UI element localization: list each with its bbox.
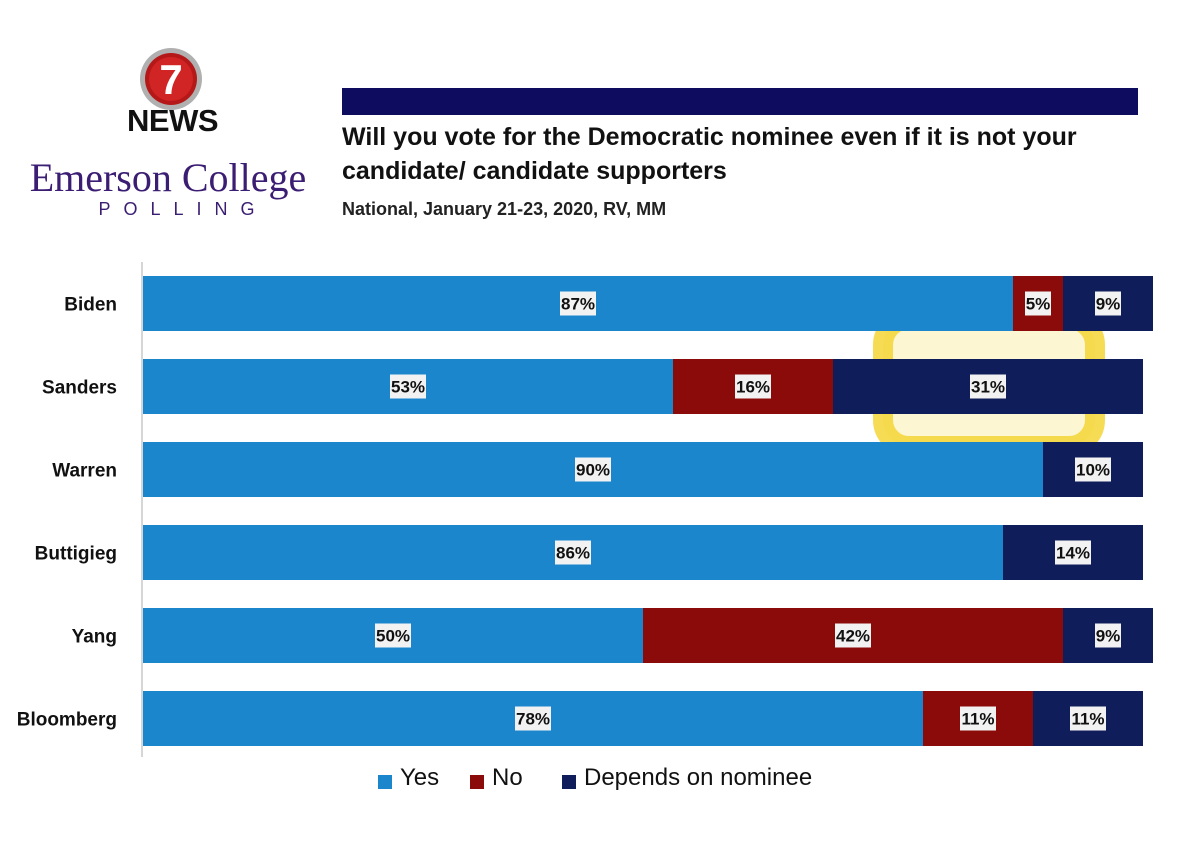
value-label-bg [575, 457, 611, 482]
value-label-warren-yes: 90% [576, 461, 610, 480]
logo-news-text: NEWS [127, 103, 219, 138]
category-labels: Biden Sanders Warren Buttigieg Yang Bloomberg [17, 295, 117, 731]
value-label-sanders-yes: 53% [391, 378, 425, 397]
legend-label-yes: Yes [400, 764, 440, 791]
value-label-yang-depends: 9% [1096, 627, 1121, 646]
value-label-bg [515, 706, 551, 731]
value-label-bg [735, 374, 771, 399]
logo-org-name: Emerson College [29, 155, 307, 200]
value-label-bg [1075, 457, 1111, 482]
value-label-bg [960, 706, 996, 731]
value-label-bg [555, 540, 591, 565]
value-label-bg [1070, 706, 1106, 731]
category-label-warren: Warren [52, 461, 117, 482]
category-label-biden: Biden [64, 295, 117, 316]
legend-swatch-no [470, 775, 484, 789]
legend-label-depends: Depends on nominee [584, 764, 813, 791]
legend-swatch-depends [562, 775, 576, 789]
value-label-bg [375, 623, 411, 648]
category-label-bloomberg: Bloomberg [17, 710, 117, 731]
value-label-biden-no: 5% [1026, 295, 1051, 314]
value-label-bg [560, 291, 596, 316]
value-label-warren-depends: 10% [1076, 461, 1110, 480]
chart-title: Will you vote for the Democratic nominee… [342, 123, 1077, 185]
value-label-bloomberg-no: 11% [961, 710, 994, 729]
category-label-buttigieg: Buttigieg [35, 544, 117, 565]
value-label-buttigieg-yes: 86% [556, 544, 590, 563]
logo-seven-glyph: 7 [159, 56, 182, 103]
value-label-bg [1025, 291, 1051, 316]
value-label-bg [970, 374, 1006, 399]
value-label-sanders-depends: 31% [971, 378, 1005, 397]
value-labels: 87% 5% 9% 53% 16% 31% 90% 10% 86% 14% 50% 42% 9% 78% 1… [375, 291, 1121, 731]
chart-subtitle: National, January 21-23, 2020, RV, MM [342, 199, 667, 219]
logo-polling-text: POLLING [98, 199, 268, 219]
value-label-bg [390, 374, 426, 399]
value-label-bloomberg-yes: 78% [516, 710, 550, 729]
value-label-biden-yes: 87% [561, 295, 595, 314]
value-label-bloomberg-depends: 11% [1071, 710, 1104, 729]
value-label-biden-depends: 9% [1096, 295, 1121, 314]
value-label-bg [1095, 623, 1121, 648]
title-accent-bar [342, 88, 1138, 115]
chart-legend: Yes No Depends on nominee [0, 764, 1200, 796]
value-label-buttigieg-depends: 14% [1056, 544, 1090, 563]
value-label-sanders-no: 16% [736, 378, 770, 397]
value-label-yang-no: 42% [836, 627, 870, 646]
value-label-bg [1055, 540, 1091, 565]
legend-swatch-yes [378, 775, 392, 789]
category-label-sanders: Sanders [42, 378, 117, 399]
value-label-yang-yes: 50% [376, 627, 410, 646]
value-label-bg [1095, 291, 1121, 316]
legend-label-no: No [492, 764, 523, 791]
category-label-yang: Yang [72, 627, 117, 648]
value-label-bg [835, 623, 871, 648]
channel-7-logo: 7 [140, 48, 202, 110]
